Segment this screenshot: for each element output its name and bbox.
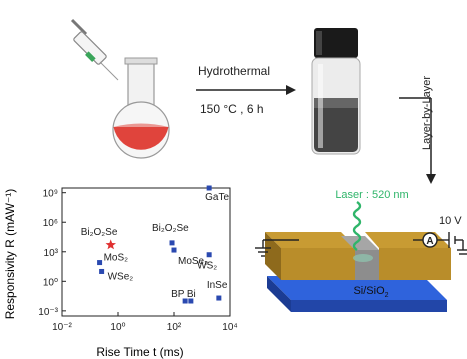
data-point-label: WSe₂	[108, 271, 134, 282]
x-tick-label: 10⁰	[110, 322, 125, 333]
x-tick-label: 10⁻²	[52, 322, 72, 333]
data-point-label: MoS₂	[104, 253, 129, 264]
syringe-icon	[70, 18, 119, 81]
y-axis-label: Responsivity R (mAW⁻¹)	[3, 189, 17, 320]
y-tick-label: 10⁻³	[38, 307, 58, 318]
plot-frame	[61, 187, 231, 317]
x-tick-label: 10²	[167, 322, 182, 333]
ammeter-icon: A	[422, 232, 438, 248]
voltage-label: 10 V	[439, 215, 462, 227]
data-point	[182, 298, 188, 304]
substrate	[267, 276, 447, 312]
y-tick-label: 10⁰	[43, 277, 58, 288]
substrate-label: Si/SiO2	[353, 285, 388, 299]
data-point	[171, 247, 177, 253]
data-point-label: WS₂	[197, 261, 217, 272]
x-axis-label: Rise Time t (ms)	[96, 345, 183, 359]
data-point-label: Bi₂O₂Se	[152, 223, 189, 234]
round-bottom-flask-icon	[112, 57, 170, 159]
y-tick-label: 10⁹	[43, 189, 58, 200]
circuit-wiring	[255, 232, 467, 257]
data-point	[216, 295, 222, 301]
left-electrode	[265, 232, 357, 280]
data-point	[206, 185, 212, 191]
conditions-label: 150 °C , 6 h	[200, 102, 264, 116]
process-arrow	[196, 85, 296, 95]
flask-syringe-illustration	[70, 18, 170, 159]
x-tick-label: 10⁴	[222, 322, 237, 333]
data-point-label: Bi	[187, 289, 196, 300]
data-point	[206, 252, 212, 258]
laser-label: Laser : 520 nm	[335, 189, 408, 201]
y-tick-label: 10⁶	[43, 218, 58, 229]
vial-illustration	[311, 28, 361, 155]
responsivity-chart: 10⁻² 10⁰ 10² 10⁴ 10⁻³ 10⁰ 10³ 10⁶ 10⁹ Bi₂O₂Se MoS…	[3, 185, 238, 359]
data-point	[99, 268, 105, 274]
data-point	[169, 240, 175, 246]
data-point-label: BP	[171, 289, 185, 300]
data-point	[97, 260, 103, 266]
layer-by-layer-label: Layer-by-Layer	[421, 76, 433, 150]
laser-beam-icon	[352, 201, 373, 262]
svg-text:A: A	[426, 236, 433, 247]
vial-icon	[311, 28, 361, 155]
data-point	[188, 298, 194, 304]
data-point-label: MoSe₂	[178, 256, 208, 267]
data-point-label: Bi₂O₂Se	[81, 227, 118, 238]
data-point-label: InSe	[207, 280, 228, 291]
y-tick-label: 10³	[44, 248, 59, 259]
hydrothermal-label: Hydrothermal	[198, 64, 271, 78]
data-point-star	[105, 239, 116, 250]
data-point-label: GaTe	[205, 192, 229, 203]
layer-by-layer-arrow	[399, 97, 436, 184]
device-schematic: A Laser : 520 nm 10 V Si/SiO2	[255, 189, 467, 312]
